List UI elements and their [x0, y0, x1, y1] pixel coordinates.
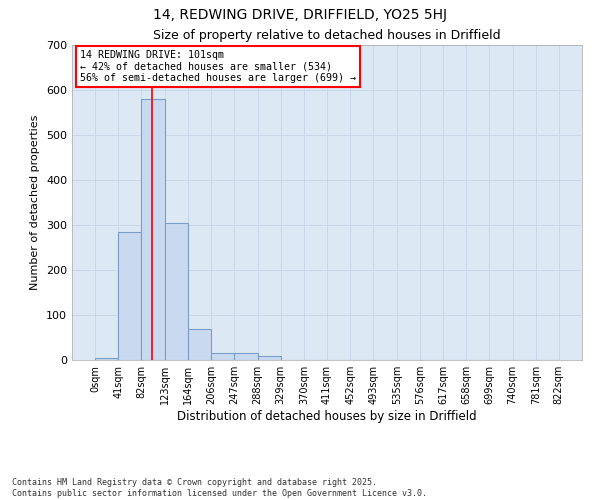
Bar: [118, 232, 142, 360]
Bar: [142, 99, 164, 360]
Text: Contains HM Land Registry data © Crown copyright and database right 2025.
Contai: Contains HM Land Registry data © Crown c…: [12, 478, 427, 498]
Bar: [257, 356, 281, 360]
Text: 14, REDWING DRIVE, DRIFFIELD, YO25 5HJ: 14, REDWING DRIVE, DRIFFIELD, YO25 5HJ: [153, 8, 447, 22]
Bar: [235, 353, 257, 360]
Y-axis label: Number of detached properties: Number of detached properties: [31, 115, 40, 290]
X-axis label: Distribution of detached houses by size in Driffield: Distribution of detached houses by size …: [177, 410, 477, 423]
Text: 14 REDWING DRIVE: 101sqm
← 42% of detached houses are smaller (534)
56% of semi-: 14 REDWING DRIVE: 101sqm ← 42% of detach…: [80, 50, 356, 83]
Bar: [164, 223, 188, 360]
Bar: [188, 330, 211, 360]
Bar: [95, 358, 118, 360]
Title: Size of property relative to detached houses in Driffield: Size of property relative to detached ho…: [153, 30, 501, 43]
Bar: [211, 353, 235, 360]
